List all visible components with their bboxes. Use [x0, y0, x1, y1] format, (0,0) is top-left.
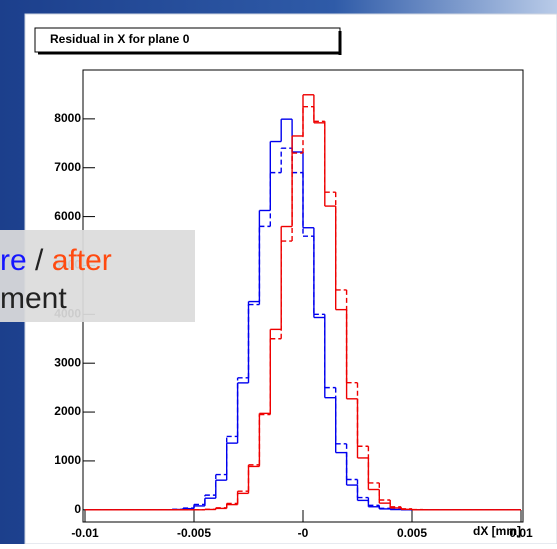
y-tick-label: 6000: [54, 209, 81, 223]
chart-title: Residual in X for plane 0: [50, 32, 190, 46]
x-tick-label: -0: [298, 526, 309, 540]
y-tick-label: 1000: [54, 453, 81, 467]
x-tick-label: -0.01: [71, 526, 99, 540]
overlay-box: [0, 230, 195, 322]
overlay-word: re: [0, 244, 27, 277]
y-tick-label: 0: [74, 502, 81, 516]
x-tick-label: 0.005: [397, 526, 427, 540]
x-tick-label: 0.01: [509, 526, 533, 540]
x-tick-label: -0.005: [177, 526, 211, 540]
overlay-text: re / after: [0, 244, 112, 277]
overlay-text: ment: [0, 282, 67, 315]
overlay-word: after: [52, 244, 112, 277]
overlay-word: /: [35, 244, 44, 277]
y-tick-label: 8000: [54, 111, 81, 125]
y-tick-label: 2000: [54, 404, 81, 418]
y-tick-label: 3000: [54, 355, 81, 369]
y-tick-label: 7000: [54, 160, 81, 174]
x-axis-label: dX [mm]: [473, 524, 521, 538]
